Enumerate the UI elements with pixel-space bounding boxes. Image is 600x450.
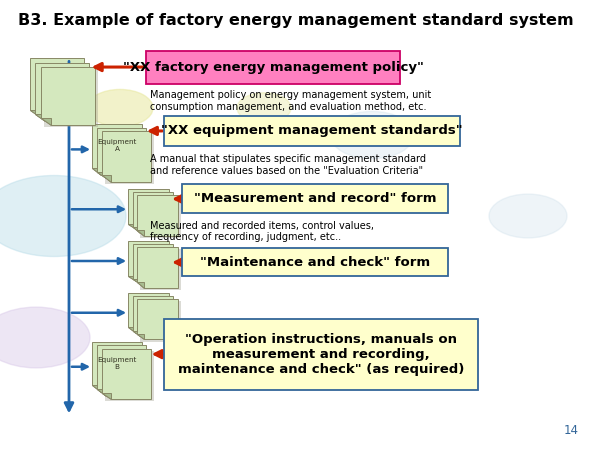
Polygon shape [128, 241, 169, 281]
Polygon shape [30, 58, 84, 117]
Polygon shape [137, 282, 144, 288]
Polygon shape [92, 385, 101, 392]
Ellipse shape [237, 93, 291, 123]
Polygon shape [133, 296, 173, 336]
Polygon shape [35, 114, 45, 121]
Polygon shape [128, 189, 169, 230]
Ellipse shape [87, 90, 153, 126]
Polygon shape [97, 389, 106, 396]
Polygon shape [137, 195, 178, 236]
Text: "XX equipment management standards": "XX equipment management standards" [161, 125, 463, 137]
Polygon shape [105, 351, 154, 401]
Polygon shape [92, 168, 101, 175]
Polygon shape [133, 192, 173, 233]
Ellipse shape [330, 112, 414, 159]
Polygon shape [92, 124, 142, 175]
Polygon shape [128, 292, 169, 333]
Text: Equipment
A: Equipment A [97, 140, 137, 152]
Polygon shape [92, 342, 142, 392]
Polygon shape [97, 171, 106, 178]
FancyBboxPatch shape [182, 184, 448, 213]
Polygon shape [102, 392, 111, 399]
Polygon shape [102, 131, 151, 182]
Text: "XX factory energy management policy": "XX factory energy management policy" [122, 61, 424, 74]
Polygon shape [133, 279, 140, 284]
FancyBboxPatch shape [164, 319, 478, 390]
Text: A manual that stipulates specific management standard
and reference values based: A manual that stipulates specific manage… [150, 154, 426, 176]
Polygon shape [41, 118, 50, 125]
Polygon shape [128, 276, 136, 281]
Polygon shape [41, 67, 95, 125]
Polygon shape [140, 301, 181, 342]
Text: "Operation instructions, manuals on
measurement and recording,
maintenance and c: "Operation instructions, manuals on meas… [178, 333, 464, 376]
FancyBboxPatch shape [146, 51, 400, 84]
Polygon shape [137, 334, 144, 339]
Polygon shape [102, 175, 111, 182]
Polygon shape [105, 134, 154, 184]
Polygon shape [35, 63, 89, 121]
Text: "Maintenance and check" form: "Maintenance and check" form [200, 256, 430, 269]
Polygon shape [97, 128, 146, 178]
Polygon shape [133, 227, 140, 233]
Polygon shape [128, 224, 136, 230]
Polygon shape [128, 328, 136, 333]
Polygon shape [102, 349, 151, 399]
Polygon shape [133, 331, 140, 336]
Ellipse shape [0, 176, 126, 256]
FancyBboxPatch shape [164, 116, 460, 146]
Ellipse shape [489, 194, 567, 238]
Text: "Measurement and record" form: "Measurement and record" form [194, 193, 436, 205]
Ellipse shape [0, 307, 90, 368]
Polygon shape [137, 299, 178, 339]
Polygon shape [137, 230, 144, 236]
Polygon shape [133, 244, 173, 284]
Polygon shape [140, 249, 181, 290]
Text: 14: 14 [564, 424, 579, 437]
Text: Management policy on energy management system, unit
consumption management, and : Management policy on energy management s… [150, 90, 431, 112]
Polygon shape [140, 198, 181, 238]
Polygon shape [44, 69, 98, 127]
Text: Measured and recorded items, control values,
frequency of recording, judgment, e: Measured and recorded items, control val… [150, 220, 374, 242]
Text: B3. Example of factory energy management standard system: B3. Example of factory energy management… [18, 14, 574, 28]
Polygon shape [30, 110, 40, 117]
Polygon shape [137, 247, 178, 288]
FancyBboxPatch shape [182, 248, 448, 276]
Text: Equipment
B: Equipment B [97, 357, 137, 369]
Polygon shape [97, 345, 146, 396]
